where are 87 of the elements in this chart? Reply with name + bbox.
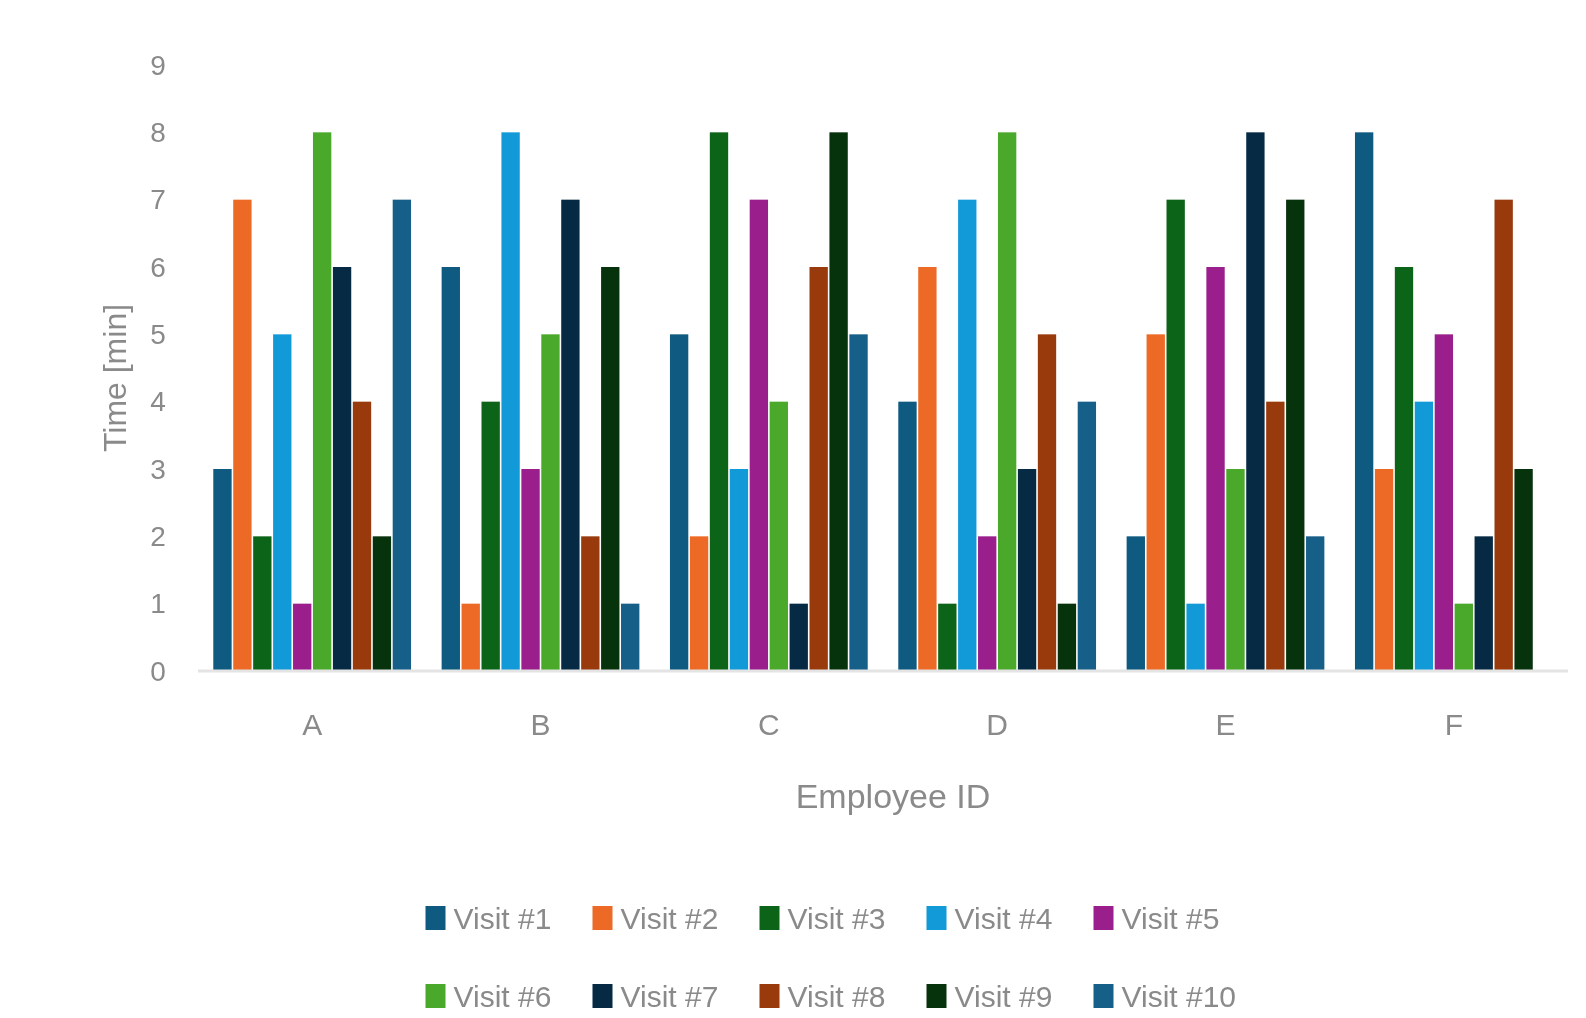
y-tick-label: 3 bbox=[150, 453, 166, 485]
y-axis-title: Time [min] bbox=[97, 303, 133, 453]
bar bbox=[501, 132, 520, 671]
bar bbox=[461, 603, 480, 671]
bar bbox=[561, 199, 580, 671]
x-tick-label: B bbox=[530, 708, 551, 741]
bar bbox=[709, 132, 729, 671]
bar bbox=[1206, 267, 1225, 671]
bar bbox=[689, 536, 709, 671]
bar bbox=[1166, 199, 1185, 671]
bar bbox=[918, 267, 937, 671]
bar bbox=[1454, 603, 1473, 671]
bar bbox=[1434, 334, 1454, 671]
legend-label: Visit #5 bbox=[1121, 901, 1220, 935]
bar bbox=[1037, 334, 1057, 671]
legend-label: Visit #6 bbox=[453, 979, 552, 1013]
bar bbox=[1186, 603, 1205, 671]
bar bbox=[1226, 469, 1245, 671]
bar bbox=[789, 603, 808, 671]
bar bbox=[621, 603, 640, 671]
bar bbox=[481, 401, 500, 671]
bar bbox=[253, 536, 272, 671]
bar bbox=[352, 401, 372, 671]
bar bbox=[849, 334, 868, 671]
bar bbox=[233, 199, 252, 671]
bar bbox=[1374, 469, 1394, 671]
bar bbox=[1077, 401, 1097, 671]
bar bbox=[1474, 536, 1493, 671]
y-tick-label: 2 bbox=[150, 521, 166, 553]
bar bbox=[1057, 603, 1077, 671]
bar bbox=[749, 199, 769, 671]
bar bbox=[581, 536, 600, 671]
bar bbox=[1266, 401, 1285, 671]
x-tick-label: C bbox=[758, 708, 780, 741]
x-tick-label: F bbox=[1444, 708, 1463, 741]
bar bbox=[441, 267, 460, 671]
y-tick-label: 8 bbox=[150, 117, 166, 149]
legend-label: Visit #1 bbox=[453, 901, 552, 935]
bar bbox=[1494, 199, 1513, 671]
bar bbox=[273, 334, 292, 671]
x-tick-label: E bbox=[1215, 708, 1236, 741]
bar bbox=[938, 603, 957, 671]
bar bbox=[1354, 132, 1374, 671]
legend-label: Visit #8 bbox=[787, 979, 886, 1013]
bar bbox=[1286, 199, 1305, 671]
y-tick-label: 0 bbox=[150, 655, 166, 687]
bar bbox=[293, 603, 312, 671]
bar bbox=[769, 401, 788, 671]
bar bbox=[332, 267, 352, 671]
y-tick-label: 4 bbox=[150, 386, 166, 418]
bar bbox=[1414, 401, 1434, 671]
bar bbox=[213, 469, 232, 671]
bar bbox=[1126, 536, 1145, 671]
legend-label: Visit #3 bbox=[787, 901, 886, 935]
bar bbox=[898, 401, 917, 671]
y-tick-label: 5 bbox=[150, 319, 166, 351]
bar bbox=[729, 469, 749, 671]
bar bbox=[541, 334, 560, 671]
bar bbox=[601, 267, 620, 671]
legend-label: Visit #4 bbox=[954, 901, 1053, 935]
bar bbox=[829, 132, 848, 671]
y-tick-label: 6 bbox=[150, 251, 166, 283]
legend-label: Visit #7 bbox=[620, 979, 719, 1013]
x-tick-label: A bbox=[302, 708, 323, 741]
bar bbox=[312, 132, 332, 671]
y-tick-label: 9 bbox=[150, 49, 166, 81]
bar bbox=[1146, 334, 1165, 671]
legend-label: Visit #10 bbox=[1121, 979, 1237, 1013]
bar bbox=[392, 199, 412, 671]
x-tick-label: D bbox=[986, 708, 1008, 741]
bar bbox=[521, 469, 540, 671]
bar bbox=[809, 267, 828, 671]
x-axis-title: Employee ID bbox=[795, 777, 991, 815]
bar bbox=[372, 536, 392, 671]
bar bbox=[1394, 267, 1414, 671]
y-tick-label: 1 bbox=[150, 588, 166, 620]
legend-label: Visit #2 bbox=[620, 901, 719, 935]
bar bbox=[997, 132, 1017, 671]
y-tick-label: 7 bbox=[150, 184, 166, 216]
bar bbox=[978, 536, 997, 671]
bar bbox=[669, 334, 689, 671]
legend-label: Visit #9 bbox=[954, 979, 1053, 1013]
bar bbox=[958, 199, 977, 671]
bar bbox=[1306, 536, 1325, 671]
bar bbox=[1246, 132, 1265, 671]
bar bbox=[1017, 469, 1037, 671]
bar bbox=[1514, 469, 1533, 671]
